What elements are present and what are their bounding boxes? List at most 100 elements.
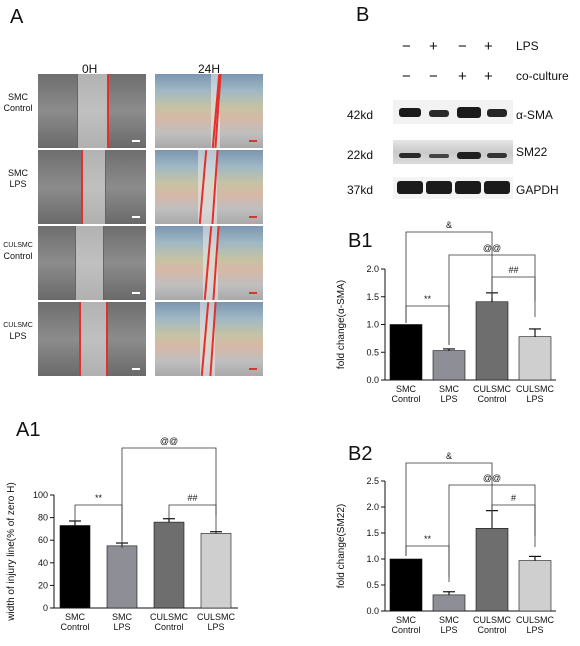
time-label-24h: 24H [198,62,221,76]
time-label-0h: 0H [82,62,98,76]
significance-bracket [121,447,217,548]
panel-label: A1 [16,419,40,441]
condition-sign: + [484,38,493,55]
x-tick-label: Control [60,622,89,632]
x-tick-label: SMC [112,612,133,622]
blot-protein-label: SM22 [516,145,548,159]
panel-b-letter: B [356,4,370,26]
significance-bracket [491,276,536,301]
bar [389,324,423,381]
significance-label: & [446,220,452,230]
bar [432,350,466,381]
x-tick-label: Control [391,394,420,404]
x-tick-label: LPS [440,394,457,404]
wound-image [38,302,146,376]
bar [518,336,552,381]
y-tick-label: 60 [38,535,48,545]
significance-bracket [405,231,493,323]
x-tick-label: Control [477,625,506,635]
bar [475,301,509,381]
row-label-line: Control [3,103,33,113]
row-label: CULSMC LPS [0,320,36,342]
panel-label: B2 [348,443,372,465]
blot-alpha-sma-image [393,100,513,124]
x-tick-label: LPS [113,622,130,632]
y-tick-label: 0.0 [366,375,379,385]
row-label-line: LPS [9,331,27,341]
condition-sign: + [458,68,467,85]
blot-protein-label: GAPDH [516,183,559,197]
x-tick-label: CULSMC [516,615,555,625]
panel-label: B1 [348,230,372,252]
x-tick-label: CULSMC [150,612,189,622]
bar [200,533,232,609]
y-tick-label: 20 [38,580,48,590]
chart-b2: B2 0.0 0.5 1.0 1.5 2.0 2.5 fold change(SM22) SMC… [336,443,556,635]
row-label: SMC Control [0,92,36,114]
x-tick-label: SMC [439,615,460,625]
significance-label: @@ [160,436,178,446]
x-tick-label: CULSMC [516,384,555,394]
row-label-line: Control [3,251,33,261]
x-tick-label: CULSMC [473,384,512,394]
chart-a1: A1 0 20 40 60 80 100 width of injury line(% of … [6,419,238,632]
condition-sign: − [458,38,467,55]
y-axis-label: fold change(α-SMA) [336,280,347,369]
bar [153,521,185,609]
y-tick-label: 2.0 [366,502,379,512]
x-tick-label: CULSMC [473,615,512,625]
x-tick-label: Control [477,394,506,404]
condition-sign: − [402,38,411,55]
wound-image [38,226,146,300]
blot-size-label: 22kd [347,148,374,162]
bar [432,594,466,612]
y-tick-label: 0 [43,603,48,613]
wound-image [155,150,263,224]
blot-sm22-image [393,140,513,164]
blot-gapdh-image [393,177,513,199]
row-label-line: LPS [9,179,27,189]
x-tick-label: LPS [526,625,543,635]
x-tick-label: Control [391,625,420,635]
significance-label: & [446,451,452,461]
y-tick-label: 1.5 [366,292,379,302]
wound-image [155,74,263,148]
significance-label: # [511,493,516,503]
significance-label: ** [424,534,432,544]
wound-image [38,150,146,224]
significance-label: ## [187,493,197,503]
significance-label: ## [508,265,518,275]
significance-label: ** [95,493,103,503]
bar [518,560,552,612]
condition-sign: + [484,68,493,85]
y-axis-label: fold change(SM22) [336,504,347,589]
y-axis-label: width of injury line(% of zero H) [6,482,17,621]
bar [59,525,91,609]
lps-label: LPS [516,39,539,53]
y-tick-label: 2.5 [366,476,379,486]
wound-image [155,226,263,300]
x-tick-label: SMC [396,615,417,625]
x-tick-label: Control [154,622,183,632]
y-tick-label: 0.5 [366,580,379,590]
row-label: CULSMC Control [0,240,36,262]
y-tick-label: 1.0 [366,320,379,330]
blot-protein-label: α-SMA [516,108,553,122]
y-tick-label: 100 [33,490,48,500]
y-tick-label: 1.5 [366,528,379,538]
bar [106,545,138,609]
significance-label: ** [424,294,432,304]
significance-bracket [168,504,217,533]
coculture-label: co-culture [516,69,569,83]
y-tick-label: 1.0 [366,554,379,564]
significance-bracket [405,462,493,556]
y-tick-label: 0.0 [366,606,379,616]
x-tick-label: LPS [440,625,457,635]
x-tick-label: SMC [396,384,417,394]
row-label: SMC LPS [0,168,36,190]
y-tick-label: 2.0 [366,264,379,274]
wound-image [38,74,146,148]
blot-size-label: 42kd [347,108,374,122]
blot-size-label: 37kd [347,183,374,197]
condition-sign: − [429,68,438,85]
